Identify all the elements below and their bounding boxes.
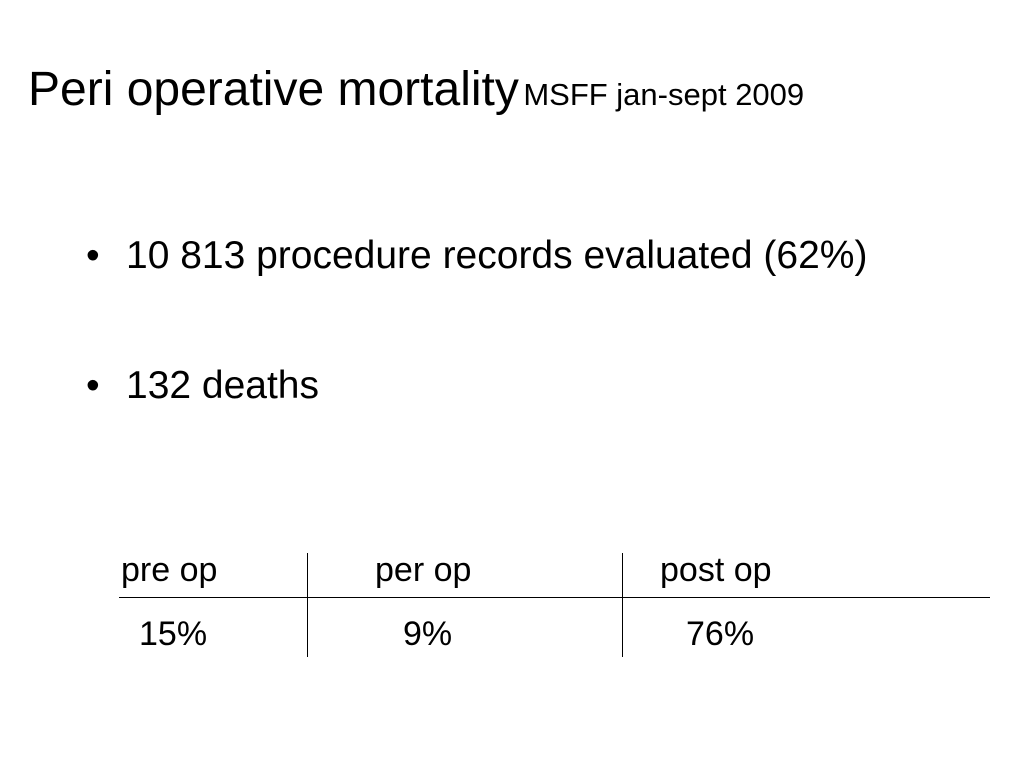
bullet-item-records: • 10 813 procedure records evaluated (62%… xyxy=(86,236,867,275)
bullet-dot-icon: • xyxy=(86,234,100,277)
table-header-per-op: per op xyxy=(375,551,472,589)
bullet-text-deaths: 132 deaths xyxy=(126,364,320,407)
slide-title: Peri operative mortality MSFF jan-sept 2… xyxy=(28,66,804,114)
table-header-pre-op: pre op xyxy=(121,551,218,589)
table-value-post-op: 76% xyxy=(686,615,755,653)
title-subtitle: MSFF jan-sept 2009 xyxy=(523,77,805,112)
table-value-per-op: 9% xyxy=(403,615,453,653)
table-header-rule xyxy=(119,597,990,598)
mortality-table: pre op per op post op 15% 9% 76% xyxy=(119,553,990,657)
table-header-post-op: post op xyxy=(660,551,772,589)
bullet-text-records: 10 813 procedure records evaluated (62%) xyxy=(126,234,868,277)
bullet-item-deaths: • 132 deaths xyxy=(86,366,319,405)
table-column-divider xyxy=(307,553,308,657)
title-main: Peri operative mortality xyxy=(28,63,519,116)
bullet-dot-icon: • xyxy=(86,364,100,407)
table-column-divider xyxy=(622,553,623,657)
table-value-pre-op: 15% xyxy=(139,615,208,653)
